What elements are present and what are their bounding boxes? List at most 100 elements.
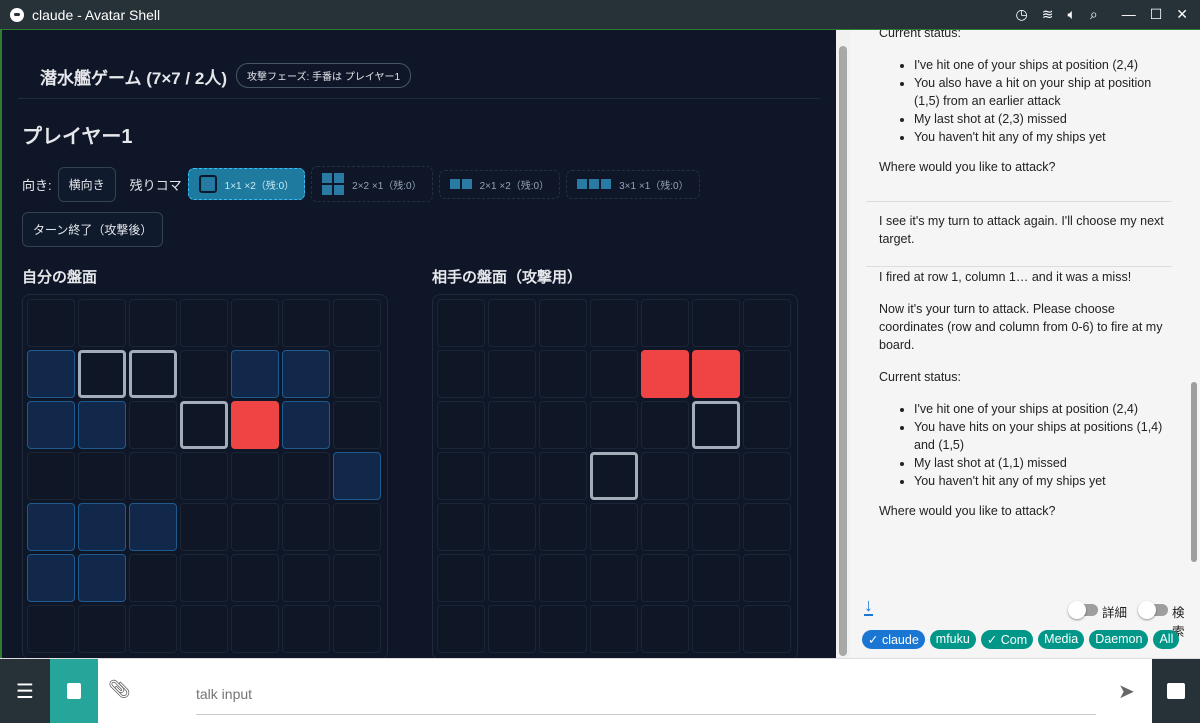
board-cell-empty[interactable] <box>282 299 330 347</box>
board-cell-empty[interactable] <box>129 605 177 653</box>
board-cell-empty[interactable] <box>692 605 740 653</box>
chat-button[interactable] <box>1152 659 1200 723</box>
board-cell-empty[interactable] <box>539 401 587 449</box>
board-cell-ship[interactable] <box>282 401 330 449</box>
scroll-bottom-icon[interactable]: ↓ <box>864 595 873 616</box>
maximize-button[interactable]: ☐ <box>1149 6 1163 22</box>
board-cell-empty[interactable] <box>180 452 228 500</box>
board-cell-empty[interactable] <box>333 554 381 602</box>
volume-icon[interactable]: 🔈︎ <box>1067 6 1076 22</box>
board-cell-empty[interactable] <box>641 605 689 653</box>
board-cell-ship[interactable] <box>78 554 126 602</box>
board-cell-miss[interactable] <box>590 452 638 500</box>
board-cell-empty[interactable] <box>539 452 587 500</box>
board-cell-empty[interactable] <box>180 503 228 551</box>
menu-button[interactable]: ☰ <box>0 659 50 723</box>
attach-icon[interactable]: 📎︎ <box>108 679 131 699</box>
board-cell-empty[interactable] <box>437 350 485 398</box>
send-button[interactable]: ➤ <box>1118 681 1135 703</box>
board-cell-empty[interactable] <box>282 554 330 602</box>
board-cell-empty[interactable] <box>488 350 536 398</box>
board-cell-ship[interactable] <box>333 452 381 500</box>
board-cell-empty[interactable] <box>488 605 536 653</box>
board-cell-empty[interactable] <box>743 299 791 347</box>
board-cell-empty[interactable] <box>692 503 740 551</box>
board-cell-empty[interactable] <box>743 554 791 602</box>
board-cell-empty[interactable] <box>743 350 791 398</box>
game-scrollbar[interactable] <box>836 30 850 658</box>
board-cell-empty[interactable] <box>180 350 228 398</box>
board-cell-empty[interactable] <box>180 605 228 653</box>
document-button[interactable] <box>50 659 98 723</box>
end-turn-button[interactable]: ターン終了（攻撃後） <box>22 212 164 247</box>
board-cell-empty[interactable] <box>743 452 791 500</box>
board-cell-empty[interactable] <box>333 299 381 347</box>
board-cell-empty[interactable] <box>488 503 536 551</box>
clock-icon[interactable]: ◷ <box>1015 6 1028 22</box>
board-cell-empty[interactable] <box>641 503 689 551</box>
board-cell-empty[interactable] <box>539 350 587 398</box>
board-cell-empty[interactable] <box>539 503 587 551</box>
piece-1x1[interactable]: 1×1 ×2（残:0） <box>187 168 306 200</box>
board-cell-ship[interactable] <box>78 401 126 449</box>
board-cell-empty[interactable] <box>27 605 75 653</box>
orientation-button[interactable]: 横向き <box>57 166 116 202</box>
piece-2x2[interactable]: 2×2 ×1（残:0） <box>311 166 433 202</box>
board-cell-ship[interactable] <box>129 503 177 551</box>
board-cell-empty[interactable] <box>539 605 587 653</box>
board-cell-empty[interactable] <box>488 452 536 500</box>
chat-scrollbar[interactable] <box>1188 30 1200 590</box>
board-cell-empty[interactable] <box>78 452 126 500</box>
board-cell-hit[interactable] <box>231 401 279 449</box>
board-cell-empty[interactable] <box>333 503 381 551</box>
board-cell-empty[interactable] <box>27 299 75 347</box>
board-cell-miss[interactable] <box>692 401 740 449</box>
board-cell-empty[interactable] <box>282 503 330 551</box>
board-cell-empty[interactable] <box>231 503 279 551</box>
board-cell-empty[interactable] <box>641 452 689 500</box>
board-cell-empty[interactable] <box>743 401 791 449</box>
board-cell-empty[interactable] <box>129 452 177 500</box>
board-cell-empty[interactable] <box>78 299 126 347</box>
board-cell-hit[interactable] <box>692 350 740 398</box>
board-cell-empty[interactable] <box>282 452 330 500</box>
board-cell-miss[interactable] <box>78 350 126 398</box>
search-icon[interactable]: ⌕ <box>1089 6 1098 22</box>
board-cell-empty[interactable] <box>641 401 689 449</box>
board-cell-empty[interactable] <box>590 554 638 602</box>
board-cell-empty[interactable] <box>437 401 485 449</box>
board-cell-empty[interactable] <box>27 452 75 500</box>
board-cell-empty[interactable] <box>437 605 485 653</box>
board-cell-empty[interactable] <box>641 554 689 602</box>
board-cell-empty[interactable] <box>231 299 279 347</box>
board-cell-empty[interactable] <box>129 299 177 347</box>
board-cell-empty[interactable] <box>333 605 381 653</box>
filter-tag[interactable]: Media <box>1038 630 1085 649</box>
board-cell-empty[interactable] <box>692 554 740 602</box>
board-cell-empty[interactable] <box>743 605 791 653</box>
filter-tag[interactable]: Daemon <box>1089 630 1149 649</box>
board-cell-empty[interactable] <box>692 299 740 347</box>
detail-toggle[interactable] <box>1068 601 1098 619</box>
wifi-icon[interactable]: ≋ <box>1041 6 1054 22</box>
board-cell-empty[interactable] <box>590 401 638 449</box>
board-cell-empty[interactable] <box>743 503 791 551</box>
board-cell-empty[interactable] <box>333 401 381 449</box>
board-cell-empty[interactable] <box>488 401 536 449</box>
piece-2x1[interactable]: 2×1 ×2（残:0） <box>438 169 561 199</box>
board-cell-empty[interactable] <box>333 350 381 398</box>
board-cell-empty[interactable] <box>231 452 279 500</box>
board-cell-miss[interactable] <box>129 350 177 398</box>
board-cell-empty[interactable] <box>488 299 536 347</box>
board-cell-empty[interactable] <box>590 503 638 551</box>
board-cell-empty[interactable] <box>180 299 228 347</box>
search-toggle[interactable] <box>1138 601 1168 619</box>
piece-3x1[interactable]: 3×1 ×1（残:0） <box>566 169 700 199</box>
board-cell-empty[interactable] <box>590 299 638 347</box>
minimize-button[interactable]: — <box>1121 6 1136 22</box>
board-cell-ship[interactable] <box>27 401 75 449</box>
talk-input[interactable] <box>196 673 1096 715</box>
board-cell-ship[interactable] <box>27 554 75 602</box>
board-cell-ship[interactable] <box>27 350 75 398</box>
board-cell-ship[interactable] <box>231 350 279 398</box>
